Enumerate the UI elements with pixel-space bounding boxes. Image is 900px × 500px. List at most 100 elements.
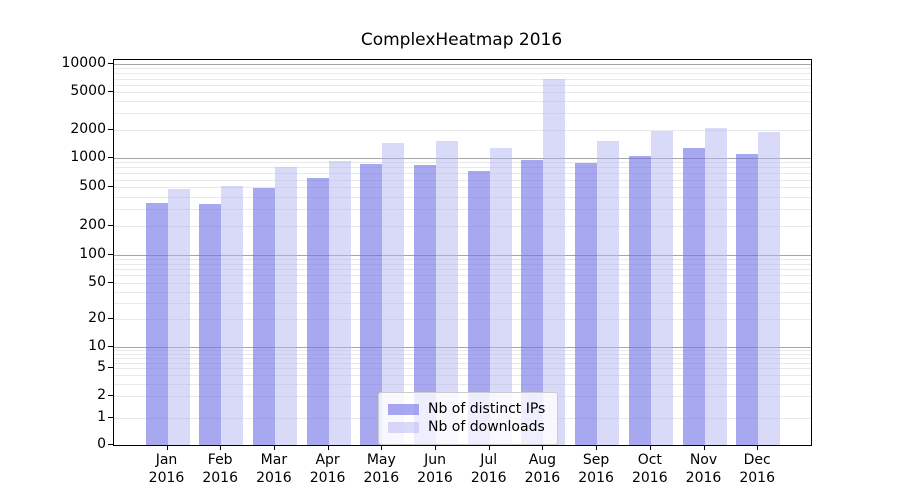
x-tick-label: Mar 2016 <box>247 451 301 487</box>
legend: Nb of distinct IPs Nb of downloads <box>378 392 559 445</box>
legend-item-downloads: Nb of downloads <box>388 419 545 435</box>
major-gridline <box>114 158 811 159</box>
legend-label-distinct-ips: Nb of distinct IPs <box>428 401 546 417</box>
minor-gridline <box>114 196 811 198</box>
x-tick-month: Apr <box>315 452 340 468</box>
bar-distinct-ips-mar <box>252 187 275 445</box>
x-tick-year: 2016 <box>524 470 561 486</box>
bar-downloads-aug <box>543 78 566 445</box>
bar-distinct-ips-apr <box>306 178 329 445</box>
x-tick-month: Aug <box>528 452 557 468</box>
bar-distinct-ips-jan <box>145 202 168 445</box>
y-tick-mark <box>108 346 113 347</box>
minor-gridline <box>114 187 811 189</box>
x-tick-mark <box>381 445 383 450</box>
x-tick-mark <box>596 445 598 450</box>
bar-downloads-feb <box>221 185 244 445</box>
bar-downloads-jun <box>436 141 458 445</box>
bar-distinct-ips-oct <box>628 155 651 445</box>
y-tick-mark <box>108 444 113 445</box>
x-tick-label: Dec 2016 <box>730 451 784 487</box>
y-tick-label: 2 <box>97 387 106 404</box>
minor-gridline <box>114 319 811 321</box>
bar-downloads-sep <box>597 140 620 445</box>
x-tick-label: Sep 2016 <box>569 451 623 487</box>
minor-gridline <box>114 225 811 227</box>
y-tick-label: 200 <box>79 216 106 233</box>
x-tick-year: 2016 <box>739 470 775 486</box>
bar-downloads-may <box>382 143 405 445</box>
x-tick-label: Apr 2016 <box>301 451 355 487</box>
x-tick-label: May 2016 <box>354 451 408 487</box>
bar-downloads-apr <box>328 160 351 445</box>
chart-title: ComplexHeatmap 2016 <box>360 30 563 50</box>
minor-gridline <box>114 92 811 94</box>
minor-gridline <box>114 73 811 75</box>
minor-gridline <box>114 101 811 103</box>
minor-gridline <box>114 291 811 293</box>
minor-gridline <box>114 303 811 305</box>
y-tick-mark <box>108 91 113 93</box>
y-tick-mark <box>108 318 113 320</box>
y-tick-mark <box>108 186 113 188</box>
x-tick-mark <box>757 445 759 450</box>
y-tick-label: 20 <box>88 310 106 327</box>
minor-gridline <box>114 78 811 80</box>
x-tick-year: 2016 <box>256 470 292 486</box>
minor-gridline <box>114 129 811 131</box>
legend-label-downloads: Nb of downloads <box>428 419 545 435</box>
y-tick-label: 5 <box>97 359 106 376</box>
minor-gridline <box>114 269 811 271</box>
major-gridline <box>114 347 811 348</box>
bar-downloads-dec <box>758 132 781 445</box>
minor-gridline <box>114 350 811 352</box>
x-tick-mark <box>435 445 436 450</box>
minor-gridline <box>114 275 811 277</box>
minor-gridline <box>114 259 811 261</box>
x-tick-label: Jan 2016 <box>140 451 194 487</box>
minor-gridline <box>114 353 811 355</box>
x-tick-mark <box>542 445 544 450</box>
x-tick-year: 2016 <box>631 470 668 486</box>
bar-distinct-ips-sep <box>575 163 598 445</box>
minor-gridline <box>114 282 811 284</box>
x-tick-year: 2016 <box>202 470 238 486</box>
x-tick-year: 2016 <box>309 470 346 486</box>
y-tick-mark <box>108 416 113 418</box>
bar-distinct-ips-jun <box>414 164 436 445</box>
x-tick-mark <box>220 445 222 450</box>
minor-gridline <box>114 173 811 175</box>
minor-gridline <box>114 357 811 359</box>
x-tick-year: 2016 <box>363 470 400 486</box>
x-tick-month: Oct <box>637 452 662 468</box>
bar-distinct-ips-feb <box>199 204 222 445</box>
x-tick-label: Oct 2016 <box>623 451 677 487</box>
y-tick-label: 1 <box>97 408 106 425</box>
x-tick-mark <box>327 445 329 450</box>
x-tick-month: Mar <box>260 452 288 468</box>
bar-downloads-jul <box>489 147 512 445</box>
minor-gridline <box>114 179 811 181</box>
legend-swatch-downloads <box>388 421 419 433</box>
y-tick-mark <box>108 254 113 255</box>
x-tick-month: Jan <box>155 452 178 468</box>
minor-gridline <box>114 162 811 164</box>
x-tick-year: 2016 <box>417 470 453 486</box>
x-tick-label: Feb 2016 <box>193 451 247 487</box>
bar-distinct-ips-dec <box>736 154 759 445</box>
y-tick-mark <box>108 63 113 64</box>
y-tick-label: 10000 <box>61 55 106 71</box>
x-tick-mark <box>703 445 705 450</box>
y-tick-label: 5000 <box>70 83 106 100</box>
minor-gridline <box>114 362 811 364</box>
major-gridline <box>114 255 811 256</box>
y-tick-mark <box>108 224 113 226</box>
x-tick-label: Jul 2016 <box>462 451 516 487</box>
x-tick-mark <box>488 445 490 450</box>
x-tick-month: Nov <box>689 452 718 468</box>
x-tick-label: Jun 2016 <box>408 451 462 487</box>
x-tick-month: Jul <box>480 452 498 468</box>
x-tick-year: 2016 <box>470 470 507 486</box>
bar-distinct-ips-nov <box>682 147 705 445</box>
y-tick-label: 100 <box>79 246 106 262</box>
